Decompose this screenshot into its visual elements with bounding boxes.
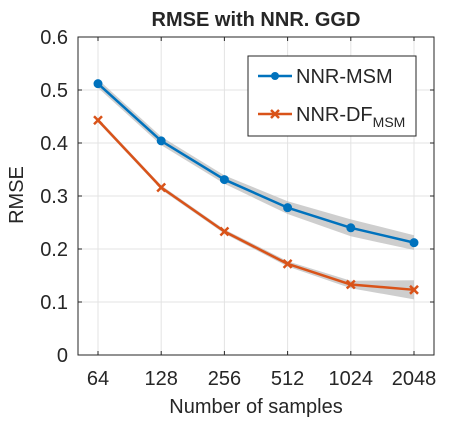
data-point: [409, 284, 419, 295]
legend-box: [247, 55, 417, 137]
data-point: [156, 182, 167, 193]
series-lines: [97, 82, 415, 292]
y-tick-label: 0.5: [40, 80, 68, 102]
data-point: [219, 175, 229, 185]
x-tick-label: 2048: [392, 368, 437, 390]
y-axis-label: RMSE: [6, 166, 28, 224]
series-markers: [93, 79, 419, 295]
x-marker-stroke: [270, 109, 280, 119]
legend-label-subscript: MSM: [373, 114, 406, 130]
x-marker-stroke: [93, 115, 103, 126]
confidence-bands: [98, 79, 414, 300]
data-point: [346, 223, 356, 233]
y-tick-label: 0.6: [40, 27, 68, 49]
data-point: [345, 279, 356, 290]
data-point: [93, 115, 103, 126]
axis-ticks: 64 128 256 512 1024 2048 0 0.1 0.2 0.3 0.4 0.5 0.6: [40, 27, 436, 390]
legend-marker: [271, 72, 279, 80]
x-marker-stroke: [345, 279, 356, 290]
data-point: [409, 238, 419, 248]
x-tick-label: 1024: [329, 368, 374, 390]
legend-marker: [270, 109, 280, 119]
series-line: [97, 82, 415, 244]
chart-title: RMSE with NNR. GGD: [152, 9, 361, 31]
x-marker-stroke: [409, 284, 419, 295]
x-tick-label: 512: [271, 368, 304, 390]
data-point: [283, 203, 293, 213]
x-marker-stroke: [156, 182, 167, 193]
series-line: [97, 119, 415, 292]
x-tick-label: 128: [145, 368, 178, 390]
y-tick-label: 0.2: [40, 239, 68, 261]
x-axis-label: Number of samples: [169, 396, 342, 418]
y-tick-label: 0.3: [40, 186, 68, 208]
x-marker-stroke: [219, 226, 230, 237]
data-point: [219, 226, 230, 237]
data-point: [156, 136, 166, 146]
y-tick-label: 0: [57, 345, 68, 367]
y-tick-label: 0.1: [40, 292, 68, 314]
x-marker-stroke: [282, 258, 293, 269]
x-tick-label: 256: [208, 368, 241, 390]
data-point: [93, 79, 103, 89]
legend-label: NNR-MSM: [296, 66, 393, 88]
x-tick-label: 64: [87, 368, 109, 390]
y-tick-label: 0.4: [40, 133, 68, 155]
confidence-band: [98, 118, 414, 300]
data-point: [282, 258, 293, 269]
confidence-band: [98, 79, 414, 251]
